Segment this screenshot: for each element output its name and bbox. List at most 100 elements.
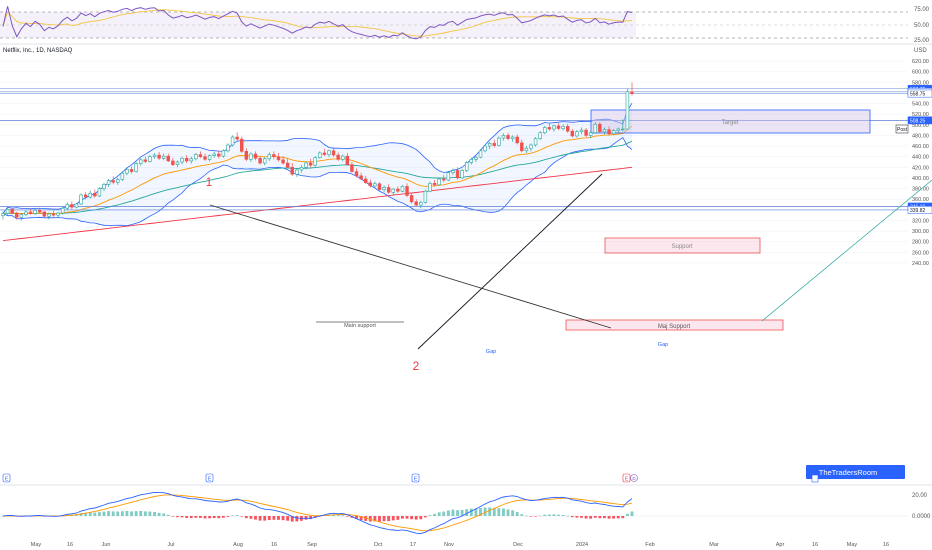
candle[interactable] — [111, 176, 115, 185]
candle[interactable] — [125, 167, 129, 176]
candle[interactable] — [455, 167, 460, 180]
candle[interactable] — [194, 152, 198, 161]
candle[interactable] — [285, 158, 290, 169]
candle[interactable] — [1, 211, 5, 220]
candle[interactable] — [267, 152, 272, 161]
candle[interactable] — [561, 124, 565, 131]
candle[interactable] — [304, 161, 308, 170]
candle[interactable] — [584, 127, 588, 138]
candle[interactable] — [524, 146, 529, 153]
candle[interactable] — [373, 181, 377, 189]
dividend-icon[interactable] — [630, 474, 638, 482]
candle[interactable] — [203, 153, 207, 161]
candle[interactable] — [290, 163, 294, 176]
candle[interactable] — [621, 119, 625, 132]
candle[interactable] — [487, 141, 492, 150]
ascending-trendline[interactable] — [417, 173, 603, 350]
maj-support-zone[interactable] — [565, 319, 784, 331]
candle[interactable] — [345, 152, 350, 166]
candle[interactable] — [607, 126, 611, 136]
candle[interactable] — [313, 156, 317, 167]
candle[interactable] — [171, 157, 175, 167]
candle[interactable] — [281, 156, 285, 165]
candle[interactable] — [221, 149, 226, 158]
candle[interactable] — [341, 154, 345, 162]
candle[interactable] — [616, 127, 620, 133]
candle[interactable] — [437, 177, 441, 186]
candle[interactable] — [249, 152, 253, 162]
candle[interactable] — [38, 207, 42, 214]
candle[interactable] — [299, 165, 304, 173]
candle[interactable] — [593, 122, 597, 134]
candle[interactable] — [492, 139, 496, 148]
candle[interactable] — [598, 122, 602, 134]
candle[interactable] — [377, 182, 382, 192]
candle[interactable] — [552, 124, 556, 132]
candle[interactable] — [409, 192, 414, 204]
candle[interactable] — [565, 123, 570, 133]
candle[interactable] — [400, 184, 405, 193]
candle[interactable] — [47, 212, 51, 220]
candle[interactable] — [579, 127, 584, 135]
candle[interactable] — [460, 168, 464, 179]
candle[interactable] — [363, 175, 368, 184]
candle[interactable] — [230, 135, 235, 147]
candle[interactable] — [405, 183, 409, 198]
candle[interactable] — [262, 157, 267, 166]
candle[interactable] — [414, 199, 418, 207]
candle[interactable] — [157, 151, 161, 160]
candle[interactable] — [60, 206, 65, 215]
candle[interactable] — [442, 174, 446, 183]
candle[interactable] — [88, 190, 92, 199]
candle[interactable] — [184, 155, 189, 164]
candle[interactable] — [161, 153, 166, 161]
earnings-icon[interactable] — [205, 473, 214, 483]
candle[interactable] — [42, 210, 47, 218]
candle[interactable] — [318, 151, 322, 159]
candle[interactable] — [148, 155, 152, 163]
candle[interactable] — [446, 171, 451, 182]
candle[interactable] — [419, 200, 423, 209]
candle[interactable] — [56, 211, 60, 218]
candle[interactable] — [102, 182, 106, 192]
candle[interactable] — [79, 193, 83, 206]
candle[interactable] — [469, 157, 474, 165]
candle[interactable] — [515, 134, 519, 145]
candle[interactable] — [483, 144, 487, 153]
candle[interactable] — [474, 155, 478, 162]
candle[interactable] — [198, 151, 203, 159]
candle[interactable] — [520, 139, 524, 153]
candle[interactable] — [19, 213, 24, 221]
candle[interactable] — [575, 130, 579, 138]
candle[interactable] — [533, 137, 538, 147]
target-zone[interactable] — [590, 109, 871, 134]
earnings-icon[interactable] — [411, 473, 420, 483]
candle[interactable] — [166, 153, 171, 162]
support-zone[interactable] — [604, 237, 761, 254]
candle[interactable] — [217, 150, 221, 159]
candle[interactable] — [5, 207, 10, 216]
candle[interactable] — [74, 202, 79, 209]
candle[interactable] — [120, 171, 125, 182]
candle[interactable] — [464, 160, 469, 173]
candle[interactable] — [152, 152, 157, 159]
candle[interactable] — [391, 188, 395, 195]
candle[interactable] — [65, 202, 70, 210]
candle[interactable] — [322, 148, 327, 157]
candle[interactable] — [478, 149, 483, 159]
candle[interactable] — [588, 131, 593, 139]
candle[interactable] — [143, 156, 148, 164]
candle[interactable] — [556, 123, 561, 131]
projection-line[interactable] — [761, 179, 932, 322]
candle[interactable] — [432, 180, 437, 187]
candle[interactable] — [33, 208, 37, 216]
candle[interactable] — [386, 184, 391, 194]
candle[interactable] — [207, 154, 212, 162]
candle[interactable] — [327, 149, 331, 158]
candle[interactable] — [28, 209, 33, 215]
descending-trendline[interactable] — [209, 204, 612, 329]
candle[interactable] — [189, 156, 193, 164]
candle[interactable] — [139, 158, 143, 166]
candle[interactable] — [354, 168, 359, 178]
